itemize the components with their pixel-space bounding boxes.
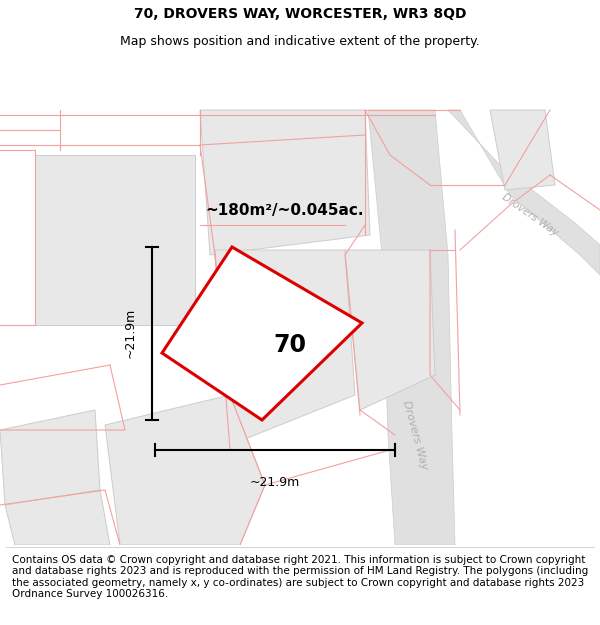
Text: 70: 70 <box>274 333 307 357</box>
Polygon shape <box>105 395 265 545</box>
Polygon shape <box>5 490 110 545</box>
Text: ~21.9m: ~21.9m <box>250 476 300 489</box>
Text: Map shows position and indicative extent of the property.: Map shows position and indicative extent… <box>120 35 480 48</box>
Polygon shape <box>0 410 100 505</box>
Text: Contains OS data © Crown copyright and database right 2021. This information is : Contains OS data © Crown copyright and d… <box>12 554 588 599</box>
Text: Drovers Way: Drovers Way <box>500 192 560 238</box>
Polygon shape <box>35 155 195 325</box>
Polygon shape <box>162 247 362 420</box>
Polygon shape <box>490 110 555 190</box>
Text: ~180m²/~0.045ac.: ~180m²/~0.045ac. <box>205 202 364 217</box>
Text: 70, DROVERS WAY, WORCESTER, WR3 8QD: 70, DROVERS WAY, WORCESTER, WR3 8QD <box>134 7 466 21</box>
Text: ~21.9m: ~21.9m <box>124 308 137 358</box>
Polygon shape <box>215 250 355 445</box>
Polygon shape <box>200 110 370 255</box>
Polygon shape <box>448 110 600 275</box>
Polygon shape <box>368 110 455 545</box>
Text: Drovers Way: Drovers Way <box>401 399 429 471</box>
Polygon shape <box>345 250 435 410</box>
